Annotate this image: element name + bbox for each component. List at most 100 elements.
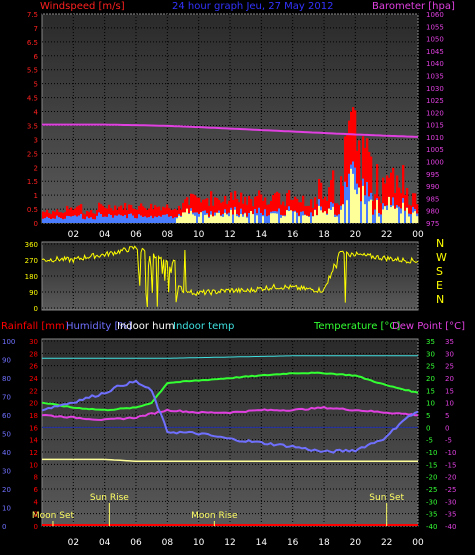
speed-bar xyxy=(352,173,355,223)
average-bar xyxy=(296,212,299,223)
speed-bar xyxy=(328,208,331,223)
average-bar xyxy=(66,215,69,223)
average-bar xyxy=(146,217,149,223)
gust-bar xyxy=(136,209,139,223)
gust-bar xyxy=(392,167,395,223)
barometer-line xyxy=(42,123,419,138)
speed-bar xyxy=(198,216,201,223)
gust-bar xyxy=(142,206,145,223)
speed-bar xyxy=(322,212,325,223)
gust-bar xyxy=(50,214,53,223)
average-bar xyxy=(148,217,151,223)
average-bar xyxy=(78,215,81,223)
gust-bar xyxy=(394,193,397,223)
average-bar xyxy=(144,216,147,223)
average-bar xyxy=(410,214,413,223)
average-bar xyxy=(142,216,145,223)
speed-bar xyxy=(288,211,291,223)
humidity-tick-label: 30 xyxy=(2,468,11,476)
temperature-tick-label: -10 xyxy=(426,449,437,457)
speed-bar xyxy=(362,185,365,223)
sun-rise-label: Sun Rise xyxy=(90,493,129,503)
gust-bar xyxy=(144,208,147,223)
speed-bar xyxy=(392,205,395,223)
barometer-tick-label: 1005 xyxy=(426,146,444,154)
gust-bar xyxy=(330,179,333,223)
speed-bar xyxy=(222,216,225,223)
average-bar xyxy=(100,214,103,223)
average-bar xyxy=(88,218,91,223)
average-bar xyxy=(158,215,161,223)
average-bar xyxy=(84,219,87,223)
barometer-tick-label: 995 xyxy=(426,171,439,179)
direction-tick-label: 90 xyxy=(29,289,38,297)
average-bar xyxy=(258,207,261,223)
average-bar xyxy=(106,216,109,223)
temperature-tick-label: -5 xyxy=(426,437,433,445)
gust-bar xyxy=(238,202,241,223)
speed-bar xyxy=(242,216,245,223)
average-bar xyxy=(76,216,79,223)
compass-label: W xyxy=(436,251,447,264)
speed-bar xyxy=(220,216,223,223)
dew-point-tick-label: 25 xyxy=(445,363,454,371)
average-bar xyxy=(372,214,375,223)
speed-bar xyxy=(270,213,273,223)
windspeed-tick-label: 6.5 xyxy=(27,39,38,47)
speed-bar xyxy=(402,202,405,223)
gust-bar xyxy=(166,204,169,223)
average-bar xyxy=(164,214,167,223)
speed-bar xyxy=(350,168,353,223)
rainfall-tick-label: 0 xyxy=(34,523,38,531)
gust-bar xyxy=(276,191,279,223)
average-bar xyxy=(170,216,173,223)
average-bar xyxy=(136,218,139,223)
average-bar xyxy=(138,214,141,223)
gust-bar xyxy=(268,204,271,223)
temperature-tick-label: 25 xyxy=(426,363,435,371)
gust-bar xyxy=(396,175,399,223)
gust-bar xyxy=(168,208,171,223)
barometer-tick-label: 1000 xyxy=(426,159,444,167)
barometer-tick-label: 1040 xyxy=(426,60,444,68)
humidity-tick-label: 100 xyxy=(2,338,15,346)
gust-bar xyxy=(364,147,367,223)
gust-bar xyxy=(78,205,81,223)
speed-bar xyxy=(332,206,335,223)
direction-tick-label: 0 xyxy=(34,305,38,313)
windspeed-tick-label: 0.5 xyxy=(27,206,38,214)
speed-bar xyxy=(214,215,217,223)
speed-bar xyxy=(180,216,183,223)
average-bar xyxy=(116,215,119,223)
speed-bar xyxy=(240,214,243,223)
gust-bar xyxy=(366,138,369,223)
gust-bar xyxy=(278,193,281,223)
average-bar xyxy=(54,218,57,223)
gust-bar xyxy=(248,195,251,223)
average-bar xyxy=(128,213,131,223)
average-bar xyxy=(310,212,313,223)
speed-bar xyxy=(356,194,359,223)
gust-bar xyxy=(348,120,351,223)
average-bar xyxy=(196,212,199,223)
hour-tick-label: 08 xyxy=(162,230,174,240)
gust-bar xyxy=(100,204,103,223)
temperature-tick-label: -25 xyxy=(426,486,437,494)
rainfall-tick-label: 30 xyxy=(29,338,38,346)
temperature-tick-label: 0 xyxy=(426,424,430,432)
barometer-tick-label: 1030 xyxy=(426,85,444,93)
gust-bar xyxy=(316,203,319,223)
average-bar xyxy=(72,215,75,223)
temperature-tick-label: -15 xyxy=(426,461,437,469)
gust-bar xyxy=(44,212,47,223)
rainfall-tick-label: 16 xyxy=(29,424,38,432)
humidity-tick-label: 80 xyxy=(2,375,11,383)
average-bar xyxy=(398,206,401,223)
gust-bar xyxy=(308,205,311,223)
average-bar xyxy=(202,210,205,223)
gust-bar xyxy=(380,203,383,223)
gust-bar xyxy=(402,165,405,223)
gust-bar xyxy=(156,207,159,223)
indoor-hum-line xyxy=(42,458,418,463)
barometer-tick-label: 1050 xyxy=(426,36,444,44)
